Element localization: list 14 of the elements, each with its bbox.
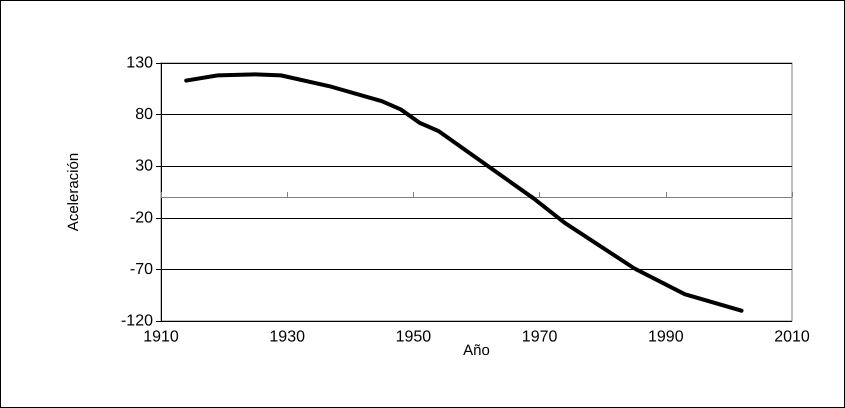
y-tick-label: -20 [130, 209, 154, 226]
x-tick-label: 1970 [522, 328, 558, 346]
y-tick-label: 30 [135, 158, 154, 175]
x-tick-label: 1990 [648, 328, 684, 346]
x-tick-label: 2010 [774, 328, 810, 346]
y-axis-title: Aceleración [65, 152, 82, 232]
x-tick-label: 1930 [269, 328, 306, 346]
x-tick-label: 1950 [396, 328, 432, 346]
y-tick-label: -120 [120, 312, 154, 330]
y-tick-label: 130 [126, 54, 154, 72]
x-axis-title: Año [463, 342, 490, 359]
y-tick-label: 80 [135, 106, 154, 124]
y-tick-label: -70 [130, 260, 154, 278]
x-tick-label: 1910 [143, 328, 179, 346]
